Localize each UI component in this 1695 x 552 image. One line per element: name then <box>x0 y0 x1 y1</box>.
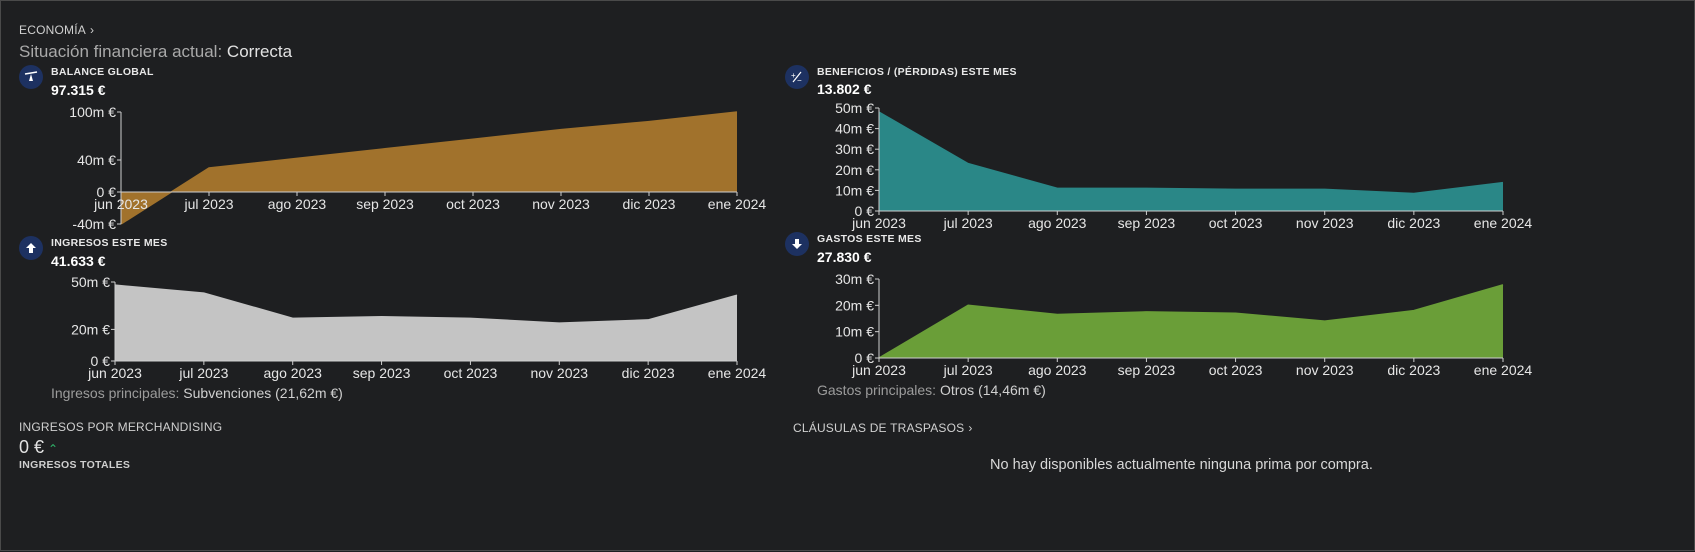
balance-x-tick-label: jun 2023 <box>93 196 148 212</box>
income-x-tick-label: sep 2023 <box>353 365 411 381</box>
financial-status: Situación financiera actual: Correcta <box>19 42 292 62</box>
balance-x-tick-label: jul 2023 <box>183 196 233 212</box>
income-caption-value: Subvenciones (21,62m €) <box>183 385 343 401</box>
arrow-up-icon <box>19 236 43 260</box>
expenses-title: GASTOS ESTE MES <box>817 233 922 245</box>
income-value: 41.633 € <box>51 253 106 269</box>
expenses-x-tick-label: oct 2023 <box>1209 362 1263 378</box>
balance-title: BALANCE GLOBAL <box>51 66 154 78</box>
income-y-tick-label: 50m € <box>71 274 110 290</box>
income-line <box>114 284 738 324</box>
balance-x-tick-label: sep 2023 <box>356 196 414 212</box>
income-x-tick-label: dic 2023 <box>622 365 675 381</box>
expenses-value: 27.830 € <box>817 249 872 265</box>
profit-area <box>879 112 1503 211</box>
income-title: INGRESOS ESTE MES <box>51 237 168 249</box>
merch-amount: 0 € ⌃ <box>19 437 58 458</box>
profit-x-tick-label: ago 2023 <box>1028 215 1087 231</box>
plus-minus-icon: + − <box>785 65 809 89</box>
income-x-tick-label: ago 2023 <box>264 365 323 381</box>
profit-x-tick-label: sep 2023 <box>1118 215 1176 231</box>
profit-value: 13.802 € <box>817 81 872 97</box>
income-caption-label: Ingresos principales: <box>51 385 180 401</box>
balance-x-tick-label: ene 2024 <box>708 196 767 212</box>
chevron-right-icon: › <box>968 421 973 435</box>
income-y-tick-label: 0 € <box>91 353 111 369</box>
balance-value: 97.315 € <box>51 82 106 98</box>
balance-y-tick-label: 0 € <box>97 184 117 200</box>
profit-y-tick-label: 30m € <box>835 141 874 157</box>
expenses-x-tick-label: ene 2024 <box>1474 362 1533 378</box>
income-x-tick-label: ene 2024 <box>708 365 767 381</box>
chevron-right-icon: › <box>89 23 95 37</box>
transfers-title: CLÁUSULAS DE TRASPASOS <box>793 421 965 435</box>
expenses-x-tick-label: jun 2023 <box>851 362 906 378</box>
arrow-down-icon <box>785 232 809 256</box>
profit-title: BENEFICIOS / (PÉRDIDAS) ESTE MES <box>817 66 1017 78</box>
profit-x-tick-label: jul 2023 <box>943 215 993 231</box>
transfers-link[interactable]: CLÁUSULAS DE TRASPASOS › <box>793 421 973 435</box>
income-area <box>115 285 737 361</box>
expenses-y-tick-label: 30m € <box>835 271 874 287</box>
profit-y-tick-label: 40m € <box>835 121 874 137</box>
balance-x-tick-label: nov 2023 <box>532 196 590 212</box>
profit-y-tick-label: 0 € <box>855 203 875 219</box>
expenses-caption-value: Otros (14,46m €) <box>939 382 1046 398</box>
expenses-y-tick-label: 20m € <box>835 297 874 313</box>
expenses-x-tick-label: ago 2023 <box>1028 362 1087 378</box>
profit-x-tick-label: ene 2024 <box>1474 215 1533 231</box>
breadcrumb-economia[interactable]: ECONOMÍA › <box>19 23 94 37</box>
svg-text:+: + <box>791 71 796 80</box>
profit-y-tick-label: 10m € <box>835 182 874 198</box>
income-y-tick-label: 20m € <box>71 321 110 337</box>
income-chart-group: 0 € 20m € 50m € jun 2023 jul 2023 ago 2023 sep… <box>71 274 766 381</box>
income-caption: Ingresos principales: Subvenciones (21,6… <box>51 385 343 401</box>
income-x-tick-label: oct 2023 <box>444 365 498 381</box>
profit-y-tick-label: 50m € <box>835 100 874 116</box>
expenses-caption: Gastos principales: Otros (14,46m €) <box>817 382 1046 398</box>
profit-y-tick-label: 20m € <box>835 162 874 178</box>
status-label: Situación financiera actual: <box>19 42 223 61</box>
expenses-x-tick-label: jul 2023 <box>943 362 993 378</box>
balance-x-tick-label: oct 2023 <box>446 196 500 212</box>
balance-y-tick-label: 100m € <box>69 104 116 120</box>
balance-x-tick-label: dic 2023 <box>623 196 676 212</box>
merch-sub-label: INGRESOS TOTALES <box>19 459 131 471</box>
expenses-caption-label: Gastos principales: <box>817 382 937 398</box>
expenses-y-tick-label: 0 € <box>855 350 875 366</box>
merch-title: INGRESOS POR MERCHANDISING <box>19 420 223 434</box>
status-value: Correcta <box>226 42 293 61</box>
profit-x-tick-label: nov 2023 <box>1296 215 1354 231</box>
merch-value: 0 € <box>19 437 45 457</box>
expenses-y-tick-label: 10m € <box>835 324 874 340</box>
profit-x-tick-label: dic 2023 <box>1387 215 1440 231</box>
expenses-x-tick-label: nov 2023 <box>1296 362 1354 378</box>
profit-chart-group: 0 € 10m € 20m € 30m € 40m € 50m € jun 2023 jul … <box>835 100 1532 231</box>
expenses-line <box>878 284 1504 359</box>
balance-y-tick-label: 40m € <box>77 152 116 168</box>
profit-line <box>878 111 1504 195</box>
income-x-tick-label: nov 2023 <box>530 365 588 381</box>
balance-line <box>120 111 738 225</box>
income-x-tick-label: jul 2023 <box>178 365 228 381</box>
transfers-empty-message: No hay disponibles actualmente ninguna p… <box>990 457 1373 473</box>
balance-x-tick-label: ago 2023 <box>268 196 327 212</box>
expenses-x-tick-label: dic 2023 <box>1387 362 1440 378</box>
expenses-x-tick-label: sep 2023 <box>1118 362 1176 378</box>
balance-area <box>121 112 737 224</box>
breadcrumb-label: ECONOMÍA <box>19 23 86 37</box>
scale-icon <box>19 65 43 89</box>
profit-x-tick-label: jun 2023 <box>851 215 906 231</box>
expenses-area <box>879 284 1503 358</box>
balance-chart-group: -40m € 0 € 40m € 100m € jun 2023 jul 2023 ago … <box>69 104 766 232</box>
expenses-chart-group: 0 € 10m € 20m € 30m € jun 2023 jul 2023 ago 20… <box>835 271 1532 378</box>
caret-up-icon[interactable]: ⌃ <box>48 442 59 456</box>
profit-x-tick-label: oct 2023 <box>1209 215 1263 231</box>
balance-y-tick-label: -40m € <box>72 216 116 232</box>
income-x-tick-label: jun 2023 <box>87 365 142 381</box>
svg-text:−: − <box>797 76 802 84</box>
